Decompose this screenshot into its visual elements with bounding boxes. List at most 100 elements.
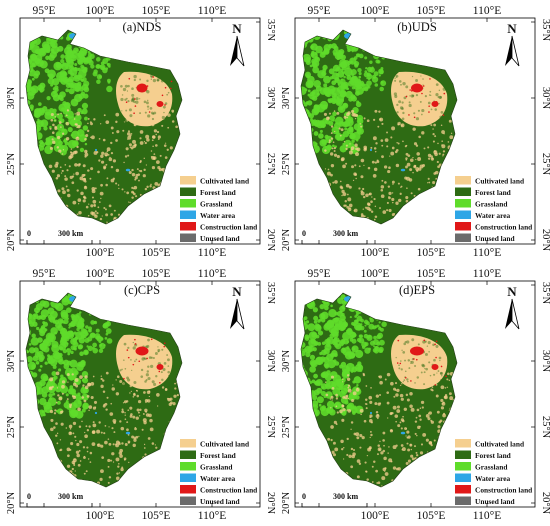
- legend-label: Unused land: [200, 234, 241, 243]
- legend-label: Unused land: [200, 497, 241, 506]
- legend: Cultivated land Forest land Grassland Water…: [180, 176, 258, 243]
- legend-label: Grassland: [200, 463, 233, 472]
- legend-label: Forest land: [200, 451, 237, 460]
- lon-label-top: 105°E: [417, 268, 446, 280]
- legend-label: Cultivated land: [200, 440, 250, 449]
- lon-label-top: 110°E: [198, 5, 226, 17]
- lon-label-top: 95°E: [32, 5, 55, 17]
- legend-swatch: [455, 176, 471, 185]
- lon-label-top: 100°E: [361, 5, 390, 17]
- lon-label-top: 95°E: [307, 268, 330, 280]
- legend-label: Unused land: [475, 234, 516, 243]
- legend-swatch: [455, 233, 471, 242]
- lon-label-top: 95°E: [307, 5, 330, 17]
- legend-label: Water area: [475, 474, 511, 483]
- map-svg: 95°E 100°E 105°E 110°E 100°E 105°E 110°E 30°N 25…: [6, 5, 275, 259]
- lon-label-bottom: 105°E: [417, 510, 446, 522]
- map-svg: 95°E 100°E 105°E 110°E 100°E 105°E 110°E 30°N 25…: [281, 268, 550, 522]
- legend-swatch: [455, 187, 471, 196]
- legend-swatch: [180, 187, 196, 196]
- north-arrow-icon: [505, 298, 520, 330]
- lat-label-right: 35°N: [265, 282, 275, 305]
- lon-label-top: 100°E: [361, 268, 390, 280]
- lon-label-top: 105°E: [142, 5, 171, 17]
- map-panel: 95°E 100°E 105°E 110°E 100°E 105°E 110°E 30°N 25…: [275, 263, 550, 526]
- lon-label-bottom: 110°E: [198, 247, 226, 259]
- panel-title: (b)UDS: [397, 20, 437, 34]
- lat-label-right: 30°N: [265, 87, 275, 110]
- lat-label-right: 30°N: [540, 350, 550, 373]
- lat-label-left: 20°N: [6, 228, 17, 251]
- lat-label-left: 30°N: [281, 86, 292, 109]
- lat-label-right: 20°N: [265, 229, 275, 252]
- lon-label-bottom: 105°E: [417, 247, 446, 259]
- legend-swatch: [180, 199, 196, 208]
- lon-label-bottom: 110°E: [473, 510, 501, 522]
- legend-label: Construction land: [200, 223, 258, 232]
- lon-label-bottom: 110°E: [198, 510, 226, 522]
- legend-swatch: [455, 210, 471, 219]
- legend-swatch: [455, 199, 471, 208]
- lat-label-right: 20°N: [540, 229, 550, 252]
- lon-label-bottom: 110°E: [473, 247, 501, 259]
- legend-swatch: [455, 450, 471, 459]
- legend: Cultivated land Forest land Grassland Water…: [455, 176, 533, 243]
- legend-swatch: [180, 485, 196, 494]
- lon-label-bottom: 100°E: [361, 510, 390, 522]
- legend-label: Grassland: [200, 200, 233, 209]
- lon-label-bottom: 100°E: [86, 247, 115, 259]
- lon-label-top: 110°E: [473, 268, 501, 280]
- scale-start-label: 0: [302, 492, 306, 501]
- map-panel: 95°E 100°E 105°E 110°E 100°E 105°E 110°E 30°N 25…: [275, 0, 550, 263]
- legend-swatch: [180, 176, 196, 185]
- north-label: N: [507, 284, 517, 299]
- lon-label-top: 105°E: [142, 268, 171, 280]
- scale-start-label: 0: [302, 229, 306, 238]
- scale-start-label: 0: [27, 492, 31, 501]
- legend-label: Water area: [200, 211, 236, 220]
- legend-swatch: [180, 210, 196, 219]
- map-svg: 95°E 100°E 105°E 110°E 100°E 105°E 110°E 30°N 25…: [6, 268, 275, 522]
- legend-swatch: [455, 485, 471, 494]
- map-panel: 95°E 100°E 105°E 110°E 100°E 105°E 110°E 30°N 25…: [0, 263, 275, 526]
- lat-label-left: 20°N: [281, 228, 292, 251]
- legend-label: Water area: [475, 211, 511, 220]
- scale-end-label: 300 km: [333, 229, 358, 238]
- legend-swatch: [455, 222, 471, 231]
- legend-label: Forest land: [475, 188, 512, 197]
- legend-swatch: [180, 450, 196, 459]
- lat-label-right: 35°N: [540, 282, 550, 305]
- lat-label-left: 30°N: [6, 86, 17, 109]
- legend-swatch: [455, 462, 471, 471]
- lon-label-top: 95°E: [32, 268, 55, 280]
- legend-swatch: [180, 462, 196, 471]
- legend-label: Forest land: [200, 188, 237, 197]
- scale-bar: 0 300 km: [301, 492, 368, 508]
- panel-title: (d)EPS: [399, 283, 435, 297]
- legend-label: Forest land: [475, 451, 512, 460]
- legend: Cultivated land Forest land Grassland Water…: [180, 439, 258, 506]
- lat-label-right: 25°N: [265, 153, 275, 176]
- scale-bar: 0 300 km: [26, 492, 93, 508]
- north-arrow-icon: [505, 35, 520, 67]
- north-label: N: [232, 284, 242, 299]
- lat-label-left: 25°N: [281, 152, 292, 175]
- legend-swatch: [180, 222, 196, 231]
- legend-label: Cultivated land: [475, 177, 525, 186]
- scale-end-label: 300 km: [58, 492, 83, 501]
- panel-title: (a)NDS: [123, 20, 162, 34]
- map-panel: 95°E 100°E 105°E 110°E 100°E 105°E 110°E 30°N 25…: [0, 0, 275, 263]
- lat-label-right: 25°N: [540, 416, 550, 439]
- scale-end-label: 300 km: [58, 229, 83, 238]
- legend-swatch: [455, 496, 471, 505]
- lon-label-top: 105°E: [417, 5, 446, 17]
- lat-label-right: 25°N: [265, 416, 275, 439]
- legend-label: Grassland: [475, 200, 508, 209]
- lat-label-right: 20°N: [265, 492, 275, 515]
- legend-swatch: [180, 496, 196, 505]
- legend-label: Construction land: [475, 486, 533, 495]
- legend-label: Grassland: [475, 463, 508, 472]
- legend-swatch: [455, 473, 471, 482]
- lat-label-left: 30°N: [6, 349, 17, 372]
- lat-label-left: 30°N: [281, 349, 292, 372]
